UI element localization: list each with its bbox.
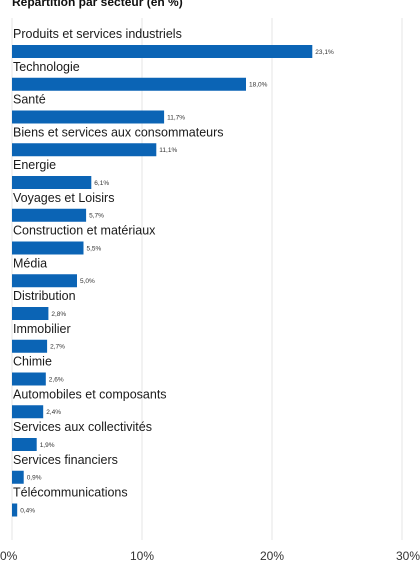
labels-layer: Produits et services industriels 23,1% Tec… [13,27,334,514]
category-label: Energie [13,158,56,172]
bar [12,110,165,124]
category-label: Média [13,256,47,270]
category-label: Biens et services aux consommateurs [13,125,224,139]
category-label: Produits et services industriels [13,27,182,41]
value-label: 11,1% [159,147,177,154]
x-axis: 0% 10% 20% 30% [0,549,420,563]
category-label: Services aux collectivités [13,420,152,434]
chart-title: Répartition par secteur (en %) [12,0,183,9]
bar [12,438,37,451]
value-label: 1,9% [40,442,55,449]
bar [12,77,246,91]
category-label: Immobilier [13,322,71,336]
category-label: Voyages et Loisirs [13,191,114,205]
value-label: 2,6% [49,376,64,383]
value-label: 11,7% [167,114,185,121]
category-label: Distribution [13,289,76,303]
x-tick-label: 0% [0,549,18,563]
category-label: Technologie [13,60,80,74]
value-label: 0,4% [20,507,35,514]
category-label: Services financiers [13,453,118,467]
category-label: Chimie [13,355,52,369]
value-label: 0,9% [27,475,42,482]
bar [12,274,77,288]
bar [12,339,48,353]
bar [12,470,24,484]
bar [12,143,157,157]
bar [12,503,18,517]
value-label: 2,8% [51,311,66,318]
value-label: 5,5% [87,245,102,252]
value-label: 18,0% [249,82,268,89]
bar [12,405,44,419]
value-label: 5,7% [89,213,104,220]
category-label: Automobiles et composants [13,387,167,401]
x-tick-label: 20% [260,549,284,563]
bar [12,176,92,189]
bar [12,241,84,255]
x-tick-label: 30% [396,549,420,563]
bar [12,208,87,222]
value-label: 5,0% [80,278,95,285]
category-label: Construction et matériaux [13,224,156,238]
bar [12,307,49,320]
category-label: Télécommunications [13,486,128,500]
bar [12,372,46,386]
bars-layer [12,45,313,517]
value-label: 2,4% [46,409,61,416]
value-label: 2,7% [50,344,65,351]
value-label: 23,1% [315,49,334,56]
bar [12,45,313,58]
category-label: Santé [13,93,46,107]
x-tick-label: 10% [130,549,154,563]
value-label: 6,1% [94,180,109,187]
